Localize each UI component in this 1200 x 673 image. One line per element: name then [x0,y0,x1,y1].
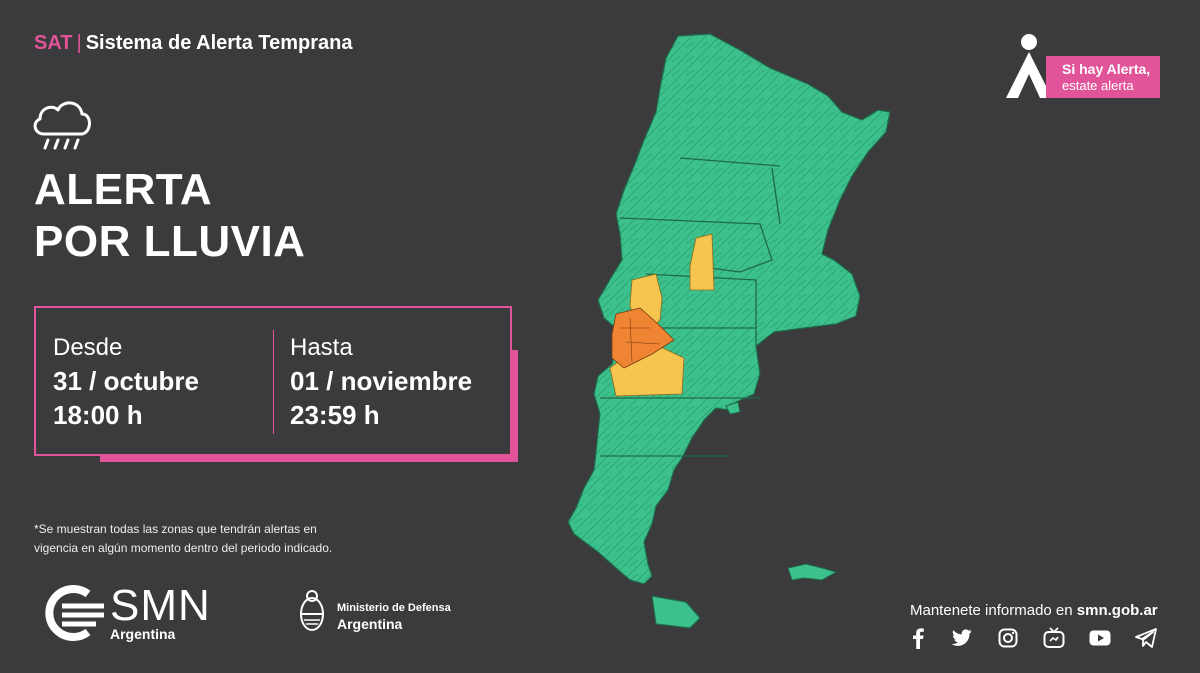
system-name: Sistema de Alerta Temprana [85,32,353,54]
footnote: *Se muestran todas las zonas que tendrán… [34,520,332,558]
period-box: Desde 31 / octubre 18:00 h Hasta 01 / no… [34,306,512,456]
smn-name: SMN [110,581,211,630]
header-separator: | [76,32,82,54]
smn-country: Argentina [110,626,176,642]
from-time: 18:00 h [53,400,143,430]
alert-title-line1: ALERTA [34,165,213,214]
website-link[interactable]: smn.gob.ar [1076,602,1158,619]
rain-cloud-icon [33,101,91,150]
to-label: Hasta [290,334,353,361]
alert-title: ALERTA POR LLUVIA [34,164,305,268]
social-icons [904,624,1166,652]
from-label: Desde [53,334,123,361]
ministry-text: Ministerio de Defensa Argentina [337,600,451,632]
ministry-line1: Ministerio de Defensa [337,602,451,614]
alert-person-icon [1006,34,1052,98]
badge-line2: estate alerta [1062,78,1134,93]
youtube-icon[interactable] [1086,624,1114,652]
footnote-line2: vigencia en algún momento dentro del per… [34,541,333,555]
header: SAT | Sistema de Alerta Temprana [34,32,353,55]
period-to: Hasta 01 / noviembre 23:59 h [290,332,472,432]
tv-icon[interactable] [1040,624,1068,652]
facebook-icon[interactable] [904,624,932,652]
to-time: 23:59 h [290,400,380,430]
period-from: Desde 31 / octubre 18:00 h [53,332,199,432]
alert-title-line2: POR LLUVIA [34,217,306,266]
social-prefix: Mantenete informado en [910,602,1073,619]
social-caption: Mantenete informado en smn.gob.ar [910,602,1158,619]
ministry-line2: Argentina [337,616,403,632]
instagram-icon[interactable] [994,624,1022,652]
smn-logo-icon [45,585,104,641]
footnote-line1: *Se muestran todas las zonas que tendrán… [34,522,317,536]
telegram-icon[interactable] [1132,624,1160,652]
from-date: 31 / octubre [53,366,199,396]
to-date: 01 / noviembre [290,366,473,396]
alert-badge-box: Si hay Alerta, estate alerta [1046,56,1160,98]
alert-awareness-badge: Si hay Alerta, estate alerta [1000,32,1165,104]
badge-line1: Si hay Alerta, [1062,61,1151,77]
period-divider [273,330,274,434]
coat-of-arms-icon [300,590,324,631]
sat-label: SAT [34,32,73,54]
twitter-icon[interactable] [948,624,976,652]
argentina-alert-map [567,33,891,629]
